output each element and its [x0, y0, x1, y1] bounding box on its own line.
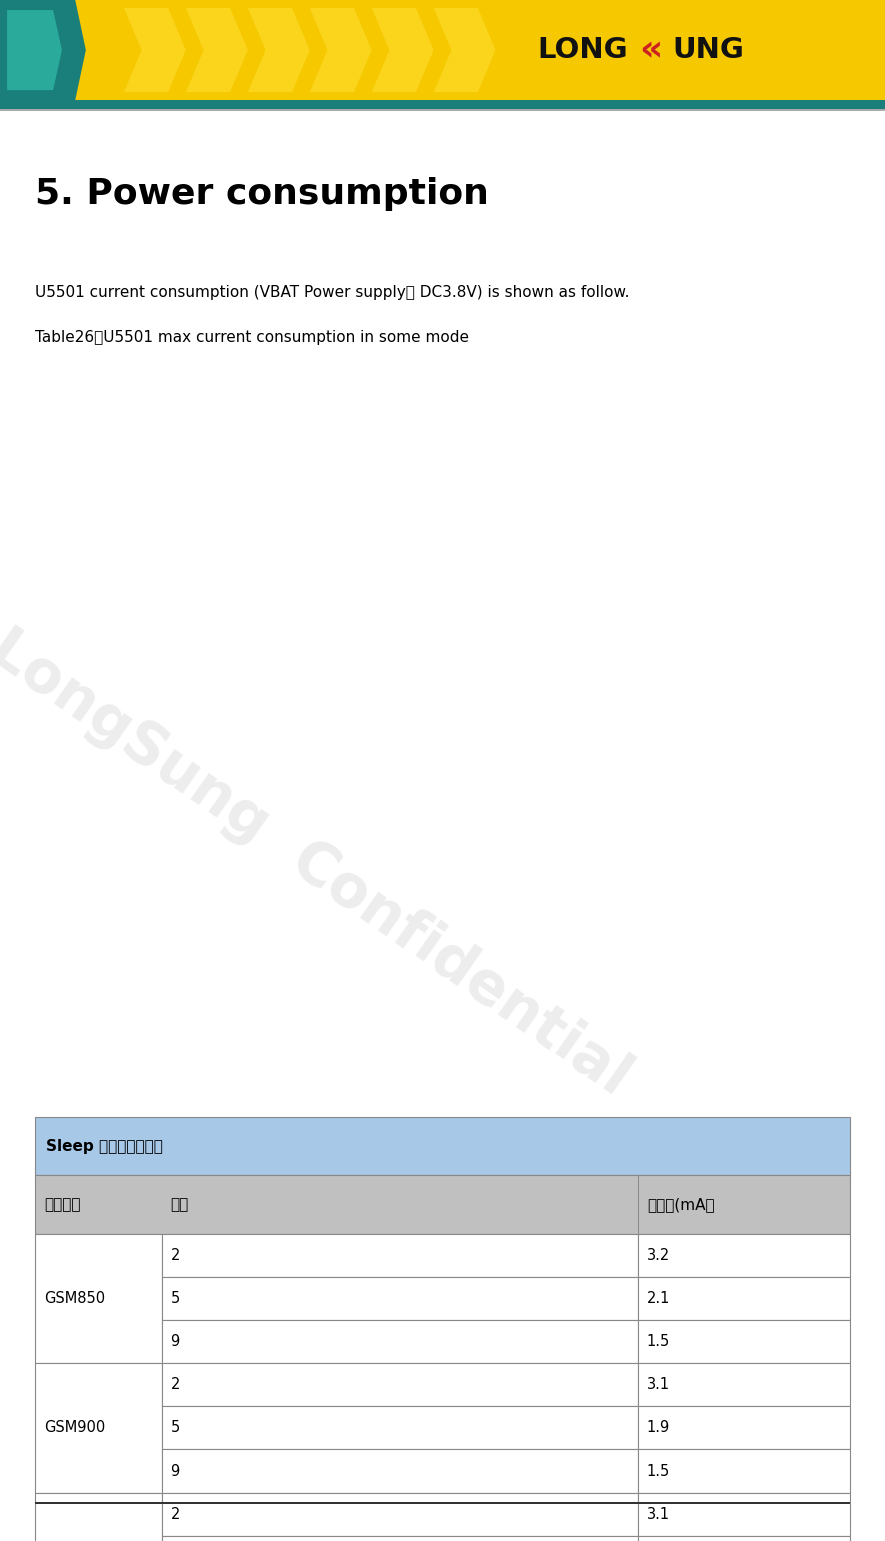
Text: Sleep 模式状态下耗流: Sleep 模式状态下耗流 [46, 1139, 163, 1154]
Bar [35, 1502, 850, 1504]
Text: LongSung  Confidential: LongSung Confidential [0, 619, 641, 1106]
Bar [638, 1407, 850, 1450]
Text: 5: 5 [171, 1421, 180, 1435]
Text: 9: 9 [171, 1464, 180, 1478]
Text: 2: 2 [171, 1378, 180, 1392]
Text: 2: 2 [171, 1248, 180, 1262]
Text: 平均值(mA）: 平均值(mA） [647, 1197, 714, 1213]
Polygon shape [434, 8, 496, 92]
Text: 2: 2 [171, 1507, 180, 1521]
Bar [35, 1176, 850, 1234]
Text: 配置: 配置 [171, 1197, 189, 1213]
Bar [0, 100, 885, 109]
Text: 2.1: 2.1 [647, 1291, 670, 1305]
Bar [162, 1493, 638, 1536]
Bar [162, 1321, 638, 1364]
Bar [35, 1493, 162, 1541]
Text: 1.5: 1.5 [647, 1335, 670, 1348]
Bar [0, 0, 885, 100]
Bar [35, 1364, 162, 1493]
Text: 3.1: 3.1 [647, 1507, 670, 1521]
Text: U5501 current consumption (VBAT Power supply： DC3.8V) is shown as follow.: U5501 current consumption (VBAT Power su… [35, 285, 630, 300]
Text: Table26：U5501 max current consumption in some mode: Table26：U5501 max current consumption in… [35, 330, 469, 345]
Text: 1.5: 1.5 [647, 1464, 670, 1478]
Bar [638, 1176, 639, 1234]
Bar [162, 1450, 638, 1493]
Text: GSM900: GSM900 [44, 1421, 105, 1435]
Text: 3.2: 3.2 [647, 1248, 670, 1262]
Polygon shape [0, 0, 86, 100]
Text: 9: 9 [171, 1335, 180, 1348]
Text: 5: 5 [171, 1291, 180, 1305]
Text: LONG: LONG [538, 35, 628, 65]
Text: 1.9: 1.9 [647, 1421, 670, 1435]
Text: 工作频段: 工作频段 [44, 1197, 81, 1213]
Bar [638, 1493, 850, 1536]
Text: Page 56 of 59: Page 56 of 59 [763, 1510, 850, 1523]
Bar [638, 1450, 850, 1493]
Text: «: « [639, 32, 662, 68]
Polygon shape [248, 8, 310, 92]
Bar [638, 1364, 850, 1407]
Text: U5501_Hardware_User_Guide_V2.3: U5501_Hardware_User_Guide_V2.3 [35, 1510, 256, 1523]
Polygon shape [186, 8, 248, 92]
Text: GSM850: GSM850 [44, 1291, 105, 1305]
Bar [638, 1321, 850, 1364]
Polygon shape [124, 8, 186, 92]
Polygon shape [7, 11, 62, 91]
Bar [638, 1277, 850, 1321]
Text: UNG: UNG [673, 35, 744, 65]
Bar [162, 1407, 638, 1450]
Bar [162, 1277, 638, 1321]
Text: 5. Power consumption: 5. Power consumption [35, 177, 489, 211]
Polygon shape [372, 8, 434, 92]
Bar [35, 1234, 162, 1364]
Polygon shape [310, 8, 372, 92]
Text: 3.1: 3.1 [647, 1378, 670, 1392]
Bar [35, 1117, 850, 1176]
Bar [638, 1234, 850, 1277]
Bar [162, 1234, 638, 1277]
Bar [162, 1364, 638, 1407]
Bar [638, 1536, 850, 1541]
Bar [162, 1536, 638, 1541]
